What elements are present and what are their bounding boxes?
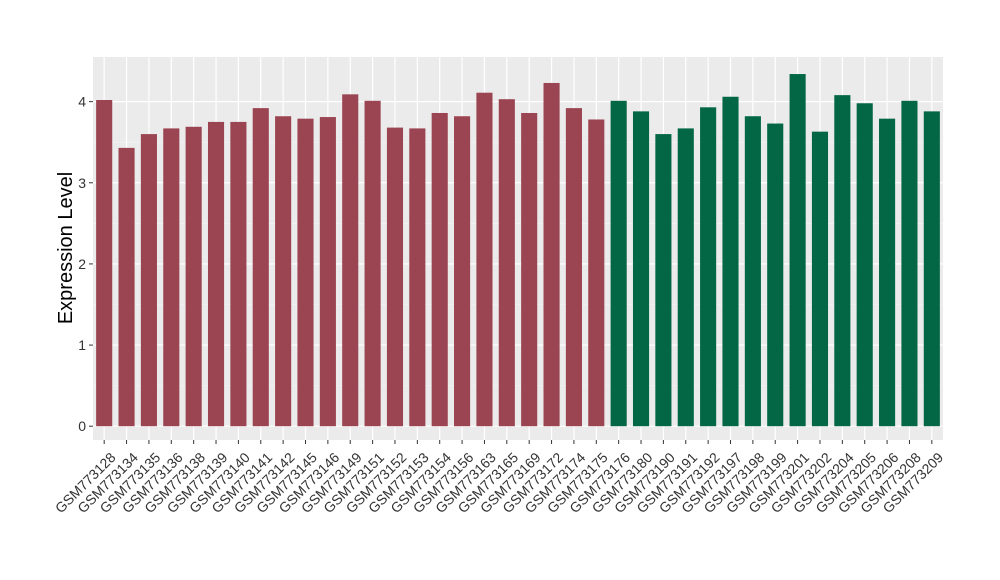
bar-GSM773152 xyxy=(386,127,404,427)
bar-GSM773146 xyxy=(319,117,336,427)
bar-GSM773174 xyxy=(565,108,582,427)
bar-GSM773135 xyxy=(140,134,157,427)
bar-GSM773180 xyxy=(632,111,650,427)
y-tick-label: 3 xyxy=(78,175,86,191)
y-axis-title: Expression Level xyxy=(55,172,77,324)
bar-GSM773175 xyxy=(588,119,605,427)
bar-GSM773156 xyxy=(454,116,471,427)
x-axis: GSM773128GSM773134GSM773135GSM773136GSM7… xyxy=(52,440,946,516)
bars xyxy=(96,74,940,427)
bar-GSM773202 xyxy=(811,131,829,427)
bar-GSM773199 xyxy=(767,123,784,427)
bar-GSM773154 xyxy=(431,112,448,427)
bar-GSM773191 xyxy=(677,128,694,427)
bar-GSM773204 xyxy=(834,95,851,427)
bar-GSM773165 xyxy=(498,99,515,427)
bar-GSM773208 xyxy=(901,100,918,427)
bar-GSM773128 xyxy=(96,100,113,427)
bar-GSM773145 xyxy=(297,118,314,427)
y-tick-label: 1 xyxy=(78,337,86,353)
bar-GSM773163 xyxy=(476,92,493,427)
bar-GSM773142 xyxy=(275,116,292,427)
bar-GSM773139 xyxy=(207,121,225,427)
bar-GSM773172 xyxy=(543,82,560,427)
y-tick-label: 0 xyxy=(78,418,86,434)
bar-GSM773192 xyxy=(700,107,717,427)
bar-GSM773198 xyxy=(744,116,761,427)
bar-GSM773197 xyxy=(722,96,739,427)
bar-GSM773141 xyxy=(252,108,269,427)
bar-GSM773151 xyxy=(364,100,381,427)
bar-GSM773205 xyxy=(856,103,873,427)
bar-GSM773209 xyxy=(923,111,940,427)
bar-GSM773140 xyxy=(230,121,247,427)
y-tick-label: 4 xyxy=(78,94,86,110)
bar-GSM773190 xyxy=(655,134,672,427)
bar-GSM773138 xyxy=(185,126,202,427)
y-axis: 0 1 2 3 4 xyxy=(78,94,93,434)
bar-GSM773169 xyxy=(521,112,538,427)
bar-GSM773201 xyxy=(789,74,806,427)
y-tick-label: 2 xyxy=(78,256,86,272)
bar-GSM773206 xyxy=(879,118,896,427)
bar-GSM773153 xyxy=(409,128,426,427)
bar-GSM773134 xyxy=(118,147,135,427)
bar-GSM773136 xyxy=(163,128,180,427)
bar-GSM773176 xyxy=(610,100,627,427)
bar-GSM773149 xyxy=(342,94,359,427)
